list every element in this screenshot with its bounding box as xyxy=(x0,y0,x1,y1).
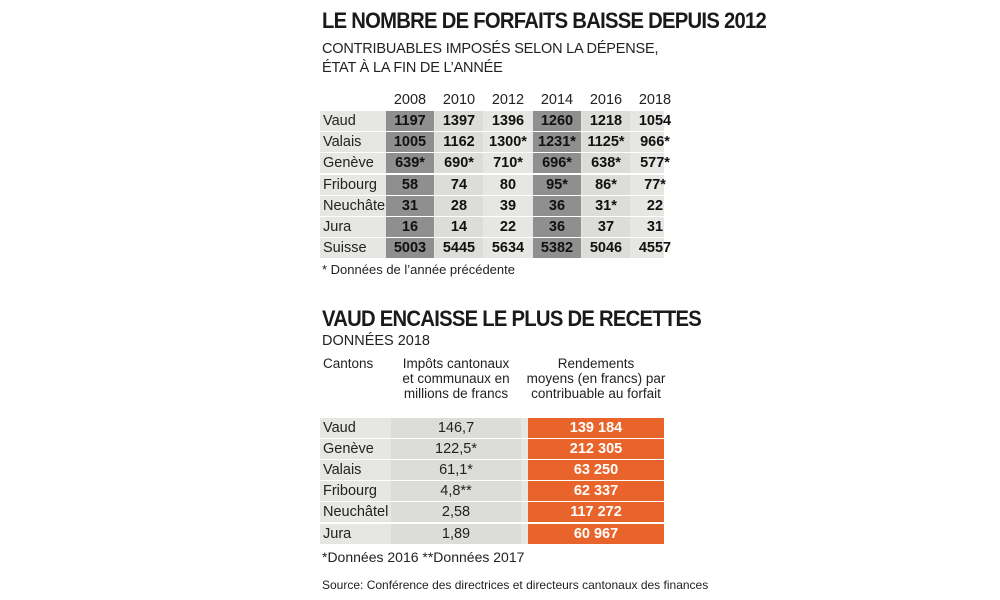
table-cell: 1260 xyxy=(533,111,581,131)
colhead-rendements-line-1: Rendements xyxy=(557,356,635,371)
subtitle-line-1: CONTRIBUABLES IMPOSÉS SELON LA DÉPENSE, xyxy=(322,41,659,57)
table-cell: 36 xyxy=(533,217,581,237)
table-cell: 22 xyxy=(646,198,664,214)
rendement-cell: 139 184 xyxy=(528,418,664,438)
table-cell: 638* xyxy=(582,153,630,173)
year-header: 2018 xyxy=(638,92,672,108)
row-label: Genève xyxy=(323,155,374,171)
rendement-cell: 62 337 xyxy=(528,481,664,501)
table-cell: 1005 xyxy=(386,132,434,152)
table-cell: 1218 xyxy=(582,111,630,131)
table-cell: 1054 xyxy=(638,113,672,129)
table-cell: 696* xyxy=(533,153,581,173)
table-cell: 1197 xyxy=(386,111,434,131)
row-label: Genève xyxy=(323,441,374,457)
table-cell: 39 xyxy=(499,198,517,214)
table-cell: 690* xyxy=(435,153,483,173)
rendement-cell: 60 967 xyxy=(528,524,664,544)
table-cell: 36 xyxy=(533,196,581,216)
impots-cell: 1,89 xyxy=(391,524,521,544)
row-label: Suisse xyxy=(323,240,367,256)
colhead-impots-line-1: Impôts cantonaux xyxy=(402,356,510,371)
title-forfaits: LE NOMBRE DE FORFAITS BAISSE DEPUIS 2012 xyxy=(322,8,767,33)
impots-cell: 2,58 xyxy=(391,502,521,522)
row-label: Neuchâtel xyxy=(323,504,389,520)
table-cell: 77* xyxy=(644,177,666,193)
table-cell: 80 xyxy=(499,177,517,193)
year-header: 2008 xyxy=(393,92,427,108)
colhead-impots-line-2: et communaux en xyxy=(402,371,510,386)
table-cell: 28 xyxy=(435,196,483,216)
impots-cell: 146,7 xyxy=(391,418,521,438)
colhead-rendements: Rendements moyens (en francs) par contri… xyxy=(518,356,674,401)
row-label: Valais xyxy=(323,134,362,150)
colhead-impots: Impôts cantonaux et communaux en million… xyxy=(386,356,526,401)
row-label: Valais xyxy=(323,462,362,478)
table-cell: 22 xyxy=(499,219,517,235)
colhead-cantons: Cantons xyxy=(323,356,374,371)
row-label: Fribourg xyxy=(323,483,377,499)
colhead-rendements-line-2: moyens (en francs) par xyxy=(526,371,666,386)
table-cell: 1125* xyxy=(582,132,630,152)
row-label: Neuchâtel xyxy=(323,198,389,214)
table-cell: 58 xyxy=(386,175,434,195)
table-cell: 639* xyxy=(386,153,434,173)
table-cell: 5634 xyxy=(491,240,525,256)
row-label: Vaud xyxy=(323,420,356,436)
table-cell: 74 xyxy=(435,175,483,195)
table-cell: 5382 xyxy=(533,238,581,258)
table-cell: 16 xyxy=(386,217,434,237)
year-header: 2014 xyxy=(540,92,574,108)
subtitle-recettes: DONNÉES 2018 xyxy=(322,333,430,349)
table-cell: 5046 xyxy=(582,238,630,258)
table-cell: 1397 xyxy=(435,111,483,131)
table-cell: 5445 xyxy=(435,238,483,258)
table-cell: 31 xyxy=(386,196,434,216)
note-table1: * Données de l’année précédente xyxy=(322,262,515,277)
table-cell: 31 xyxy=(646,219,664,235)
subtitle-line-2: ÉTAT À LA FIN DE L’ANNÉE xyxy=(322,60,503,76)
colhead-impots-line-3: millions de francs xyxy=(403,386,509,401)
row-label: Jura xyxy=(323,526,352,542)
rendement-cell: 117 272 xyxy=(528,502,664,522)
impots-cell: 4,8** xyxy=(391,481,521,501)
table-cell: 966* xyxy=(640,134,670,150)
table-cell: 31* xyxy=(582,196,630,216)
table-cell: 4557 xyxy=(638,240,672,256)
table-cell: 1396 xyxy=(491,113,525,129)
row-label: Fribourg xyxy=(323,177,377,193)
table-cell: 5003 xyxy=(386,238,434,258)
row-label: Vaud xyxy=(323,113,356,129)
impots-cell: 122,5* xyxy=(391,439,521,459)
table-cell: 95* xyxy=(533,175,581,195)
table-cell: 86* xyxy=(582,175,630,195)
impots-cell: 61,1* xyxy=(391,460,521,480)
rendement-cell: 63 250 xyxy=(528,460,664,480)
table-cell: 1162 xyxy=(435,132,483,152)
note-table2: *Données 2016 **Données 2017 xyxy=(322,549,525,565)
table-cell: 577* xyxy=(640,155,670,171)
table-cell: 1231* xyxy=(533,132,581,152)
colhead-rendements-line-3: contribuable au forfait xyxy=(531,386,661,401)
title-recettes: VAUD ENCAISSE LE PLUS DE RECETTES xyxy=(322,306,702,331)
table-cell: 710* xyxy=(493,155,523,171)
rendement-cell: 212 305 xyxy=(528,439,664,459)
row-label: Jura xyxy=(323,219,352,235)
year-header: 2012 xyxy=(491,92,525,108)
table-cell: 1300* xyxy=(489,134,527,150)
table-cell: 14 xyxy=(435,217,483,237)
year-header: 2016 xyxy=(589,92,623,108)
table-cell: 37 xyxy=(582,217,630,237)
year-header: 2010 xyxy=(442,92,476,108)
subtitle-forfaits: CONTRIBUABLES IMPOSÉS SELON LA DÉPENSE, … xyxy=(322,40,658,78)
source-line: Source: Conférence des directrices et di… xyxy=(322,578,709,592)
